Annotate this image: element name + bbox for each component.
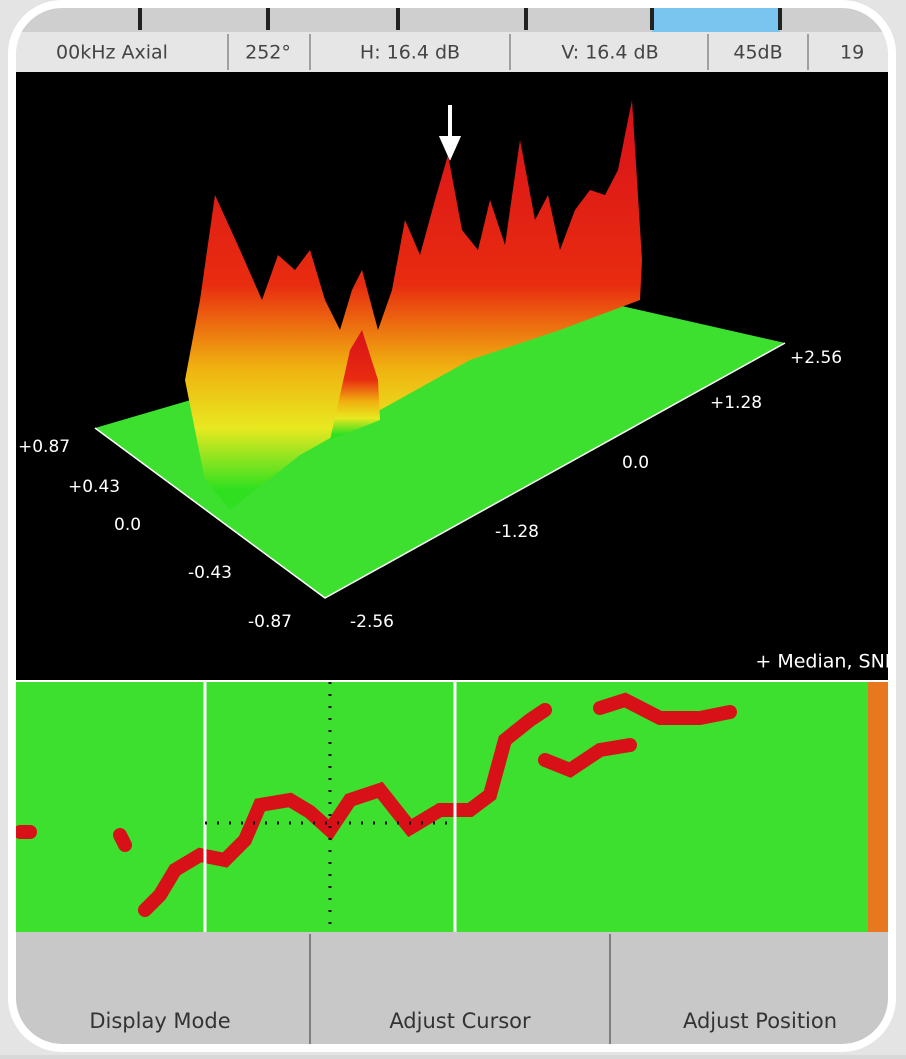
status-bar: [12, 32, 892, 72]
status-frequency: 00kHz Axial: [56, 42, 168, 64]
surface-plane: [95, 292, 785, 598]
axis-lines: [94, 342, 786, 599]
right-axis-label: -1.28: [495, 522, 539, 542]
c-scan-signal: [13, 692, 737, 917]
button-adjust-position[interactable]: Adjust Position: [683, 1009, 837, 1033]
left-axis-label: +0.87: [18, 437, 70, 457]
right-axis-label: +1.28: [710, 393, 762, 413]
left-axis-label: +0.43: [68, 477, 120, 497]
toolbar-dividers: [138, 8, 782, 30]
surface-peak-front: [330, 330, 380, 440]
button-dividers: [309, 934, 611, 1048]
left-axis-label: -0.87: [248, 612, 292, 632]
status-h-gain: H: 16.4 dB: [360, 42, 460, 64]
status-gain: 45dB: [733, 42, 782, 64]
surface-peaks: [185, 100, 642, 510]
button-display-mode[interactable]: Display Mode: [89, 1009, 230, 1033]
annotation: + Median, SNR: [755, 651, 898, 673]
right-axis-label: +2.56: [790, 348, 842, 368]
left-axis-label: 0.0: [114, 515, 141, 535]
status-dividers: [227, 34, 809, 70]
button-bar: [12, 932, 892, 1048]
button-adjust-cursor[interactable]: Adjust Cursor: [389, 1009, 531, 1033]
right-axis-label: -2.56: [350, 612, 394, 632]
c-scan-cursors: [203, 682, 457, 932]
status-v-gain: V: 16.4 dB: [561, 42, 658, 64]
left-axis-label: -0.43: [188, 563, 232, 583]
right-axis-label: 0.0: [622, 453, 649, 473]
status-extra: 19: [840, 42, 864, 64]
status-rotation: 252°: [245, 42, 291, 64]
frame-border: [8, 0, 896, 1052]
marker-arrow: [438, 105, 462, 161]
toolbar-active[interactable]: [652, 4, 780, 32]
